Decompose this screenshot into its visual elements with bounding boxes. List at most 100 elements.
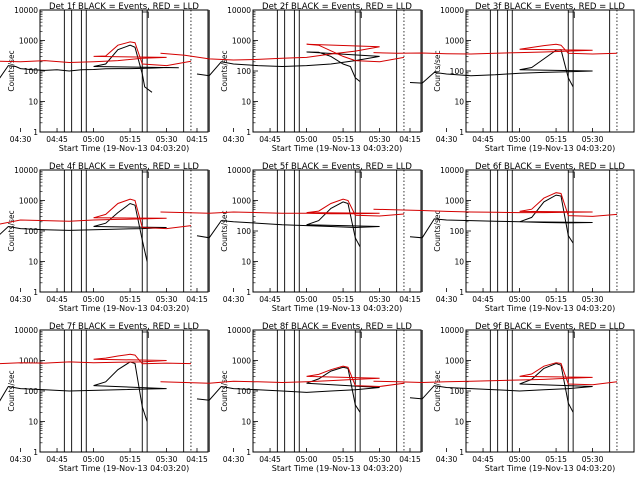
chart-panel-7: Det 7f BLACK = Events, RED = LLD 1 10 100 10…	[0, 322, 209, 473]
x-tick-label: 04:15	[399, 295, 421, 304]
chart-title: Det 3f BLACK = Events, RED = LLD	[475, 2, 625, 12]
y-tick-label: 10	[454, 98, 464, 107]
y-tick-label: 100	[24, 67, 39, 76]
x-tick-label: 04:30	[436, 135, 458, 144]
chart-panel-6: Det 6f BLACK = Events, RED = LLD 1 10 100 10…	[373, 162, 635, 313]
y-tick-label: 1	[459, 288, 464, 297]
x-axis-label: Start Time (19-Nov-13 04:03:20)	[485, 304, 615, 313]
x-tick-label: 05:15	[332, 295, 354, 304]
x-tick-label: 05:00	[83, 455, 105, 464]
x-tick-label: 04:45	[46, 455, 68, 464]
plot-frame	[252, 9, 422, 133]
y-tick-label: 10000	[440, 6, 464, 15]
y-tick-label: 10	[28, 98, 38, 107]
y-tick-label: 1	[33, 128, 38, 137]
events-series-line	[409, 194, 593, 244]
x-tick-label: 04:30	[436, 295, 458, 304]
y-axis-label: Counts/sec	[220, 50, 229, 91]
x-tick-label: 04:15	[399, 135, 421, 144]
x-tick-label: 04:15	[186, 455, 208, 464]
y-tick-label: 100	[450, 227, 465, 236]
x-tick-label: 04:15	[399, 455, 421, 464]
chart-title: Det 5f BLACK = Events, RED = LLD	[262, 162, 412, 172]
y-tick-label: 10	[454, 418, 464, 427]
x-tick-label: 04:30	[223, 295, 245, 304]
x-tick-label: 04:15	[186, 135, 208, 144]
x-tick-label: 05:30	[582, 295, 604, 304]
x-tick-label: 05:30	[369, 455, 391, 464]
chart-title: Det 2f BLACK = Events, RED = LLD	[262, 2, 412, 12]
lld-series-line	[160, 43, 405, 63]
x-tick-label: 05:30	[582, 135, 604, 144]
chart-panel-2: Det 2f BLACK = Events, RED = LLD 1 10 100 10…	[160, 2, 422, 153]
x-tick-label: 04:30	[10, 295, 32, 304]
x-axis-label: Start Time (19-Nov-13 04:03:20)	[272, 464, 402, 473]
x-axis-label: Start Time (19-Nov-13 04:03:20)	[485, 144, 615, 153]
plot-frame	[252, 169, 422, 293]
plot-frame	[465, 329, 635, 453]
y-tick-label: 1000	[19, 197, 38, 206]
y-tick-label: 1	[33, 288, 38, 297]
y-tick-label: 10	[28, 258, 38, 267]
x-tick-label: 05:15	[545, 455, 567, 464]
x-tick-label: 05:15	[545, 135, 567, 144]
x-tick-label: 04:45	[46, 135, 68, 144]
y-tick-label: 1	[459, 448, 464, 457]
y-tick-label: 100	[450, 387, 465, 396]
bracket-mark	[355, 11, 362, 18]
y-tick-label: 10000	[227, 6, 251, 15]
y-tick-label: 10	[28, 418, 38, 427]
y-tick-label: 100	[24, 387, 39, 396]
lld-series-line	[0, 353, 192, 365]
y-tick-label: 100	[237, 227, 252, 236]
y-tick-label: 1000	[19, 357, 38, 366]
y-tick-label: 1000	[445, 197, 464, 206]
x-axis-label: Start Time (19-Nov-13 04:03:20)	[485, 464, 615, 473]
events-series-line	[196, 201, 380, 248]
x-tick-label: 05:15	[119, 455, 141, 464]
lld-series-line	[0, 198, 192, 230]
y-tick-label: 10	[454, 258, 464, 267]
x-axis-label: Start Time (19-Nov-13 04:03:20)	[272, 304, 402, 313]
y-axis-label: Counts/sec	[433, 50, 442, 91]
bracket-mark	[568, 331, 575, 338]
x-tick-label: 05:30	[582, 455, 604, 464]
chart-panel-3: Det 3f BLACK = Events, RED = LLD 1 10 100 10…	[373, 2, 635, 153]
x-tick-label: 04:30	[10, 135, 32, 144]
x-tick-label: 05:30	[369, 135, 391, 144]
x-axis-label: Start Time (19-Nov-13 04:03:20)	[272, 144, 402, 153]
x-tick-label: 04:45	[259, 295, 281, 304]
x-tick-label: 04:30	[223, 135, 245, 144]
x-tick-label: 04:45	[46, 295, 68, 304]
x-tick-label: 04:45	[259, 455, 281, 464]
chart-panel-8: Det 8f BLACK = Events, RED = LLD 1 10 100 10…	[160, 322, 422, 473]
y-tick-label: 1000	[232, 357, 251, 366]
x-tick-label: 05:15	[332, 455, 354, 464]
x-tick-label: 05:30	[156, 295, 178, 304]
events-series-line	[196, 366, 380, 413]
x-tick-label: 04:45	[472, 135, 494, 144]
plot-frame	[39, 169, 209, 293]
plot-frame	[465, 169, 635, 293]
y-tick-label: 1	[459, 128, 464, 137]
lld-series-line	[0, 41, 192, 67]
bracket-mark	[142, 11, 149, 18]
chart-title: Det 7f BLACK = Events, RED = LLD	[49, 322, 199, 332]
events-series-line	[0, 202, 167, 262]
chart-title: Det 8f BLACK = Events, RED = LLD	[262, 322, 412, 332]
y-tick-label: 100	[237, 67, 252, 76]
x-tick-label: 05:00	[509, 455, 531, 464]
y-tick-label: 100	[24, 227, 39, 236]
y-tick-label: 1	[246, 448, 251, 457]
chart-panel-5: Det 5f BLACK = Events, RED = LLD 1 10 100 10…	[160, 162, 422, 313]
chart-title: Det 1f BLACK = Events, RED = LLD	[49, 2, 199, 12]
y-tick-label: 10000	[440, 166, 464, 175]
y-tick-label: 1000	[232, 197, 251, 206]
lld-series-line	[160, 198, 405, 217]
x-tick-label: 05:15	[119, 135, 141, 144]
y-tick-label: 1000	[445, 37, 464, 46]
x-tick-label: 05:00	[296, 455, 318, 464]
y-axis-label: Counts/sec	[433, 370, 442, 411]
